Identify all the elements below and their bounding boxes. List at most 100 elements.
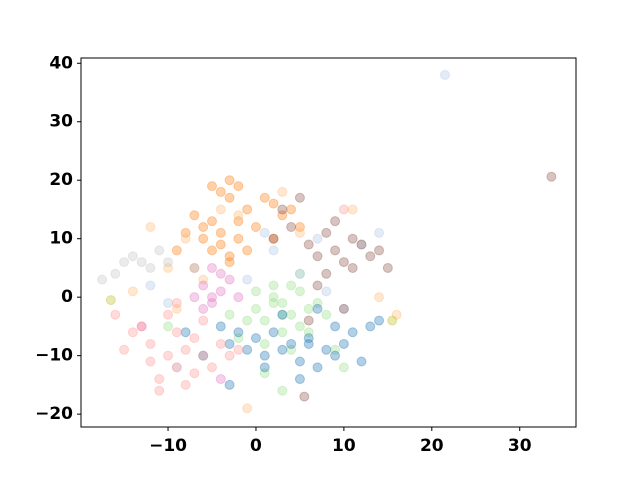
point [303, 338, 314, 349]
point [365, 321, 376, 332]
point [356, 239, 367, 250]
point [171, 245, 182, 256]
point [242, 274, 253, 285]
x-tick-label: 10 [332, 436, 356, 456]
point [207, 298, 218, 309]
point [163, 309, 174, 320]
point [224, 192, 235, 203]
point [294, 192, 305, 203]
point [233, 333, 244, 344]
point [145, 262, 156, 273]
point [294, 227, 305, 238]
point [233, 292, 244, 303]
point [242, 204, 253, 215]
point [277, 385, 288, 396]
point [546, 171, 557, 182]
point [356, 239, 367, 250]
point [242, 245, 253, 256]
point [338, 303, 349, 314]
point [374, 315, 385, 326]
point [286, 338, 297, 349]
point [268, 245, 279, 256]
point [180, 379, 191, 390]
point [224, 338, 235, 349]
point [224, 379, 235, 390]
point [391, 309, 402, 320]
point [242, 344, 253, 355]
x-tick-label: 30 [508, 436, 532, 456]
point [198, 280, 209, 291]
point [303, 333, 314, 344]
y-tick-label: 20 [49, 170, 73, 190]
point [163, 262, 174, 273]
point [198, 222, 209, 233]
point [259, 368, 270, 379]
point [259, 350, 270, 361]
point [119, 257, 130, 268]
x-tick-label: 20 [420, 436, 444, 456]
point [365, 251, 376, 262]
point [439, 69, 450, 80]
point [294, 222, 305, 233]
point [259, 362, 270, 373]
point [180, 227, 191, 238]
point [374, 245, 385, 256]
point [198, 350, 209, 361]
point [294, 268, 305, 279]
point [321, 286, 332, 297]
point [356, 356, 367, 367]
point [286, 204, 297, 215]
point [171, 298, 182, 309]
y-tick-label: 30 [49, 112, 73, 132]
point [180, 327, 191, 338]
point [286, 222, 297, 233]
point [312, 280, 323, 291]
point [233, 181, 244, 192]
point [207, 262, 218, 273]
point [277, 186, 288, 197]
point [127, 286, 138, 297]
point [224, 251, 235, 262]
point [163, 257, 174, 268]
point [286, 344, 297, 355]
point [347, 327, 358, 338]
point [338, 303, 349, 314]
point [242, 315, 253, 326]
point [110, 268, 121, 279]
point [330, 344, 341, 355]
point [233, 210, 244, 221]
point [286, 309, 297, 320]
point [259, 192, 270, 203]
y-tick-label: −20 [35, 404, 73, 424]
point [215, 268, 226, 279]
plot-frame [80, 57, 577, 428]
point [136, 321, 147, 332]
point [215, 239, 226, 250]
point [171, 327, 182, 338]
point [145, 356, 156, 367]
point [250, 222, 261, 233]
point [207, 216, 218, 227]
point [338, 257, 349, 268]
point [180, 344, 191, 355]
point [224, 274, 235, 285]
x-tick-label: −10 [149, 436, 187, 456]
point [154, 385, 165, 396]
point [224, 257, 235, 268]
point [268, 292, 279, 303]
point [312, 251, 323, 262]
point [224, 175, 235, 186]
point [277, 309, 288, 320]
point [374, 227, 385, 238]
point [259, 315, 270, 326]
point [268, 198, 279, 209]
point [171, 362, 182, 373]
point [330, 350, 341, 361]
point [215, 286, 226, 297]
point [224, 350, 235, 361]
point [207, 245, 218, 256]
point [321, 227, 332, 238]
point [250, 286, 261, 297]
point [189, 210, 200, 221]
point [163, 298, 174, 309]
